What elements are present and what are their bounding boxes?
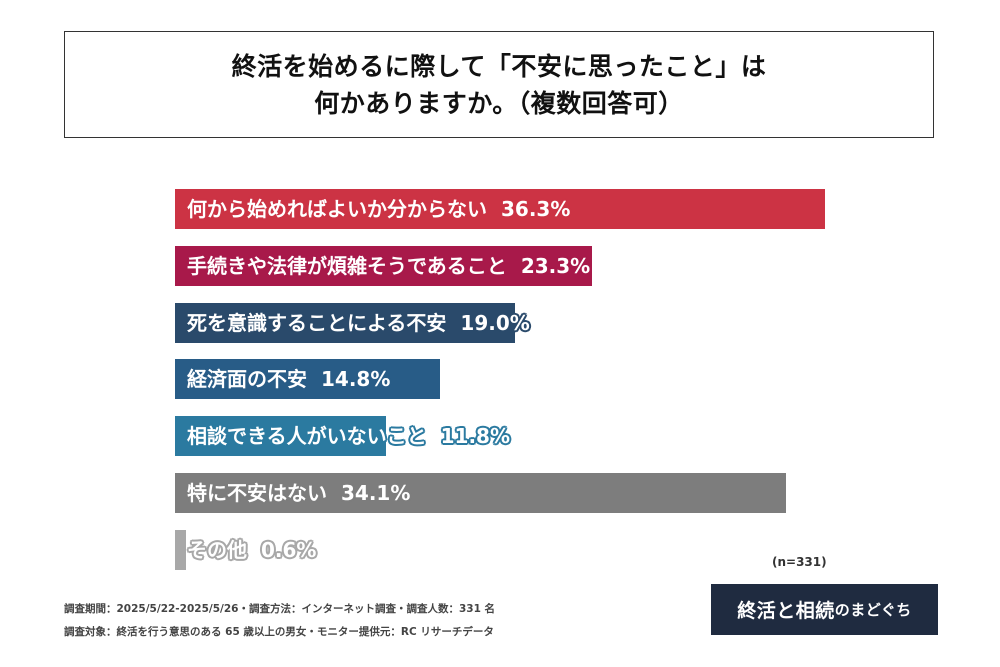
chart-title-line2: 何かありますか。（複数回答可）	[314, 88, 684, 118]
bar-7	[175, 530, 186, 570]
bar-2	[175, 246, 593, 286]
category-label: 相談できる人がいないこと	[187, 424, 427, 448]
value-label: 14.8%	[321, 367, 391, 391]
bar-1	[175, 189, 825, 229]
bar-3	[175, 303, 516, 343]
logo-sub-text: のまどぐち	[834, 601, 912, 619]
chart-title-line1: 終活を始めるに際して「不安に思ったこと」は	[231, 51, 767, 81]
value-label: 36.3%	[501, 197, 571, 221]
title-box: 終活を始めるに際して「不安に思ったこと」は 何かありますか。（複数回答可）	[64, 31, 934, 138]
category-label: 死を意識することによる不安	[187, 311, 447, 335]
value-label: 34.1%	[341, 481, 411, 505]
category-label: 経済面の不安	[187, 367, 307, 391]
category-label: 何から始めればよいか分からない	[187, 197, 487, 221]
brand-logo: 終活と相続 のまどぐち	[711, 584, 938, 635]
value-label: 0.6%	[261, 538, 317, 562]
bar-label-5: 相談できる人がいないこと 11.8%	[187, 416, 510, 456]
value-label: 19.0%	[460, 311, 530, 335]
value-label: 23.3%	[520, 254, 591, 278]
bar-label-6: 特に不安はない 34.1%	[187, 473, 410, 513]
bar-5	[175, 416, 387, 456]
footer-survey-period: 調査期間：2025/5/22-2025/5/26・調査方法：インターネット調査・…	[64, 603, 496, 615]
bar-label-4: 経済面の不安 14.8%	[187, 359, 390, 399]
bar-label-7: その他 0.6%	[187, 530, 316, 570]
logo-main-text: 終活と相続	[737, 600, 835, 622]
category-label: 手続きや法律が煩雑そうであること	[187, 254, 507, 278]
bar-6	[175, 473, 786, 513]
bar-label-2: 手続きや法律が煩雑そうであること 23.3%	[187, 246, 590, 286]
value-label: 11.8%	[440, 424, 510, 448]
footer-survey-target: 調査対象：終活を行う意思のある 65 歳以上の男女・モニター提供元：RC リサー…	[64, 626, 494, 638]
bar-label-1: 何から始めればよいか分からない 36.3%	[187, 189, 570, 229]
sample-size-note: (n=331)	[772, 555, 827, 569]
category-label: 特に不安はない	[187, 481, 327, 505]
category-label: その他	[187, 538, 247, 562]
bar-4	[175, 359, 440, 399]
bar-label-3: 死を意識することによる不安 19.0%	[187, 303, 530, 343]
